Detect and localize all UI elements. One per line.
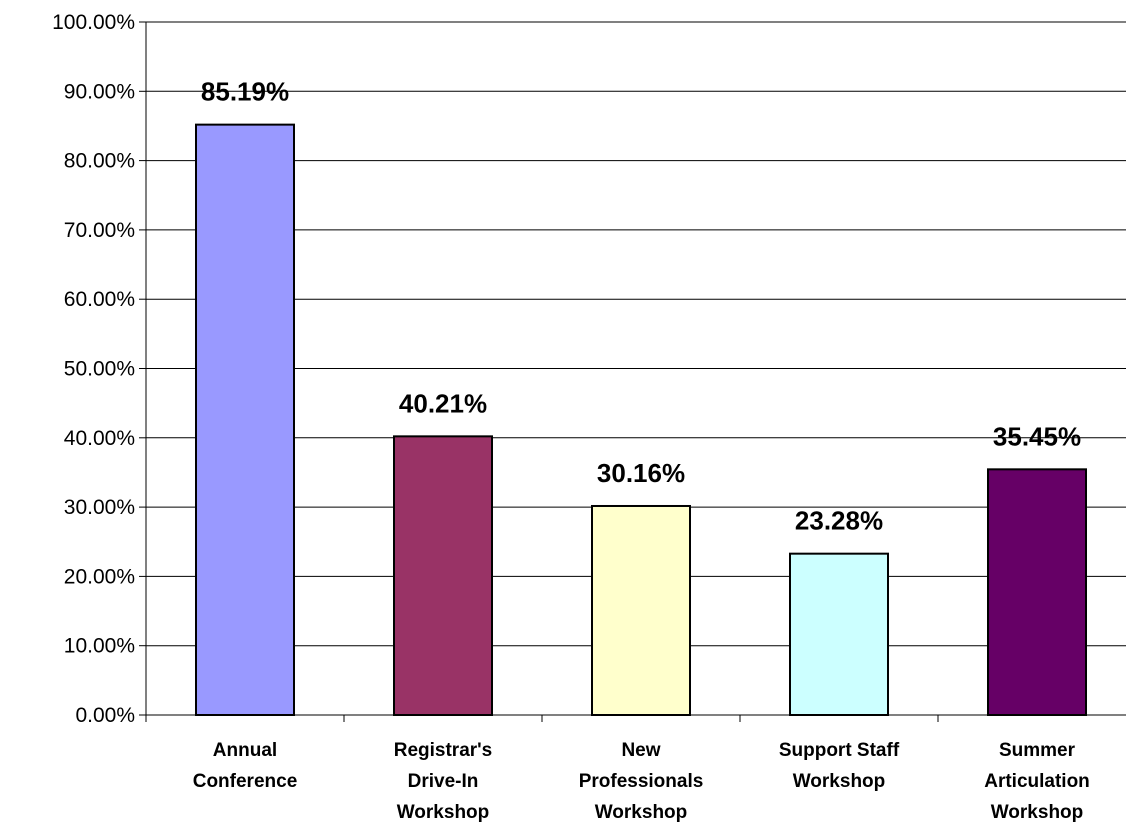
y-tick-label: 0.00% xyxy=(75,704,135,727)
category-label: Summer Articulation Workshop xyxy=(984,740,1090,823)
category-label-line: Summer xyxy=(999,740,1076,761)
category-label-line: Annual xyxy=(213,740,277,761)
category-label-line: Drive-In xyxy=(408,771,479,792)
axes xyxy=(139,21,1126,722)
data-label: 40.21% xyxy=(399,388,487,418)
y-tick-label: 30.00% xyxy=(64,496,135,519)
y-tick-label: 80.00% xyxy=(64,150,135,173)
y-tick-labels: 0.00% 10.00% 20.00% 30.00% 40.00% 50.00% 60.00… xyxy=(52,11,135,727)
bar xyxy=(789,552,889,717)
bar xyxy=(393,435,493,716)
bar xyxy=(987,468,1087,717)
category-label-line: Workshop xyxy=(595,802,688,823)
category-label-line: New xyxy=(621,740,660,761)
category-label-line: Workshop xyxy=(991,802,1084,823)
category-label-line: Articulation xyxy=(984,771,1090,792)
y-tick-label: 90.00% xyxy=(64,80,135,103)
category-label-line: Support Staff xyxy=(779,740,900,761)
category-label: Registrar's Drive-In Workshop xyxy=(394,740,493,823)
data-label: 35.45% xyxy=(993,421,1081,451)
category-label-line: Conference xyxy=(193,771,298,792)
category-label: New Professionals Workshop xyxy=(579,740,704,823)
data-label: 85.19% xyxy=(201,77,289,107)
bars xyxy=(195,123,1087,717)
category-label-line: Professionals xyxy=(579,771,704,792)
category-label-line: Registrar's xyxy=(394,740,493,761)
bar xyxy=(591,504,691,717)
category-label: Support Staff Workshop xyxy=(779,740,900,792)
y-tick-label: 10.00% xyxy=(64,635,135,658)
y-tick-label: 70.00% xyxy=(64,219,135,242)
y-tick-label: 100.00% xyxy=(52,11,135,34)
data-label: 30.16% xyxy=(597,458,685,488)
x-category-labels: Annual Conference Registrar's Drive-In Works… xyxy=(193,740,1090,823)
data-label: 23.28% xyxy=(795,506,883,536)
category-label-line: Workshop xyxy=(793,771,886,792)
y-tick-label: 50.00% xyxy=(64,358,135,381)
gridlines xyxy=(146,21,1126,647)
data-labels: 85.19% 40.21% 30.16% 23.28% 35.45% xyxy=(201,77,1081,536)
y-tick-label: 20.00% xyxy=(64,565,135,588)
y-tick-label: 40.00% xyxy=(64,427,135,450)
bar xyxy=(195,123,295,716)
category-label: Annual Conference xyxy=(193,740,298,792)
category-label-line: Workshop xyxy=(397,802,490,823)
y-tick-label: 60.00% xyxy=(64,288,135,311)
